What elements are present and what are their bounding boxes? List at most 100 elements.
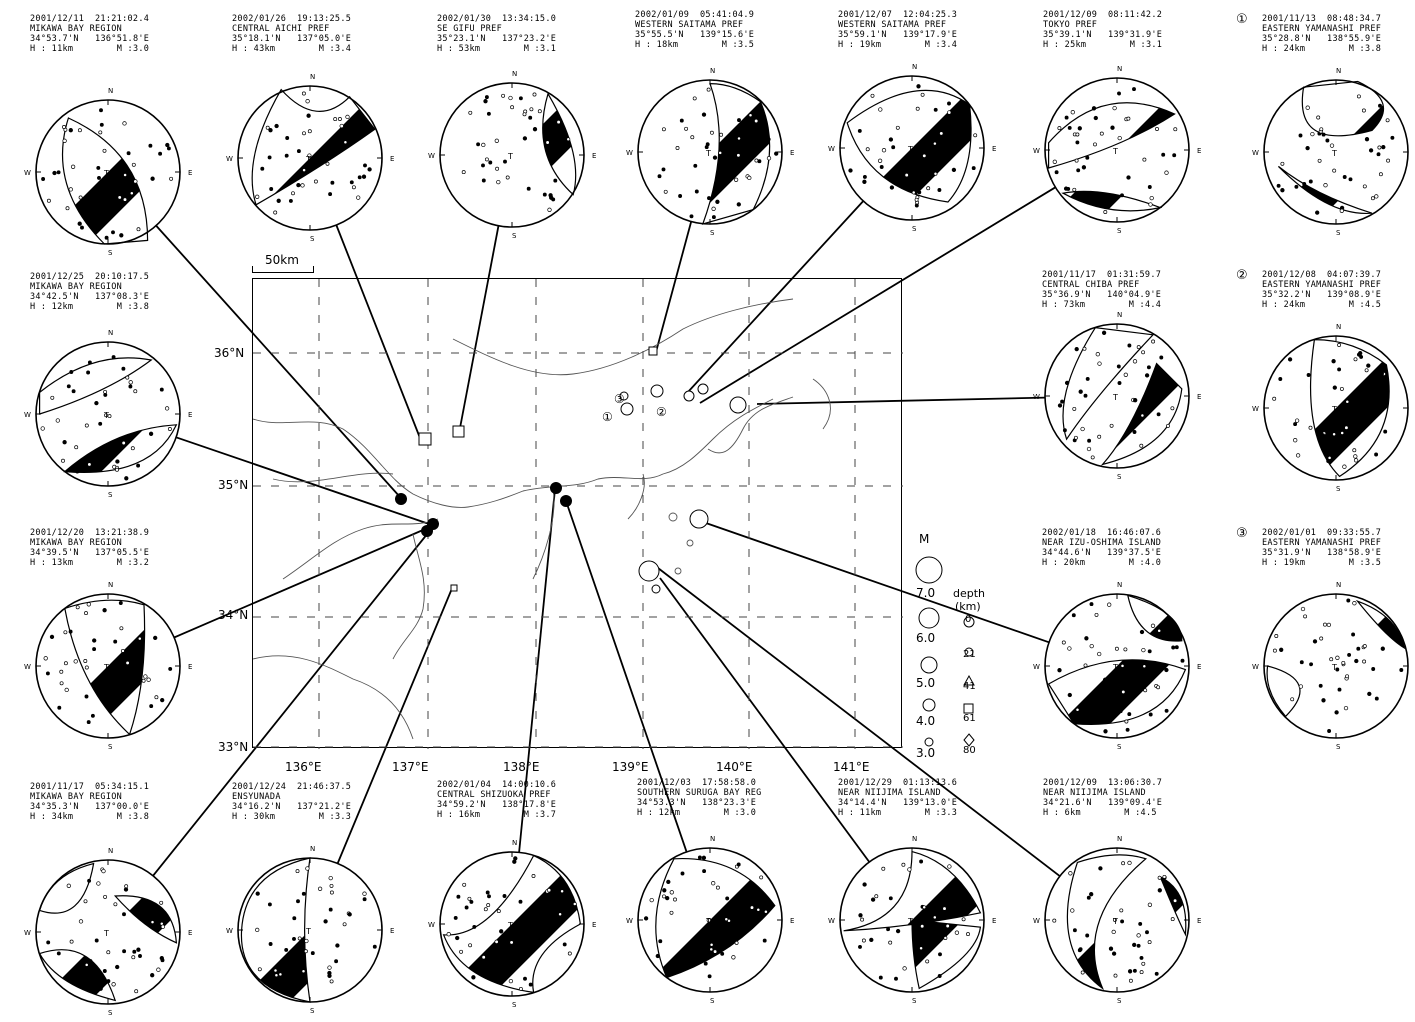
station-polarity-dot bbox=[122, 197, 128, 202]
station-polarity-dot bbox=[925, 959, 930, 964]
station-polarity-dot bbox=[1385, 118, 1390, 123]
station-polarity-dot bbox=[933, 171, 938, 176]
event-depth-mag: H : 25km M :3.1 bbox=[1043, 40, 1243, 50]
cardinal-label-e: E bbox=[1197, 393, 1201, 401]
station-polarity-dot bbox=[45, 671, 50, 676]
station-polarity-dot bbox=[552, 120, 557, 125]
station-polarity-dot bbox=[136, 463, 141, 468]
station-polarity-dot bbox=[461, 170, 466, 175]
cardinal-label-e: E bbox=[790, 149, 794, 157]
event-depth-mag: H : 30km M :3.3 bbox=[232, 812, 432, 822]
station-polarity-dot bbox=[1139, 443, 1144, 448]
legend-depth-0: 0 bbox=[965, 614, 972, 625]
cardinal-label-s: S bbox=[912, 225, 917, 233]
station-polarity-dot bbox=[522, 112, 527, 117]
station-polarity-dot bbox=[553, 178, 558, 183]
coastline-map bbox=[253, 279, 903, 749]
station-polarity-dot bbox=[134, 989, 139, 994]
event-depth-mag: H : 24km M :4.5 bbox=[1262, 300, 1415, 310]
station-polarity-dot bbox=[96, 165, 101, 170]
station-polarity-dot bbox=[306, 113, 311, 118]
event-magnitude: M :3.5 bbox=[721, 40, 755, 50]
beachball: T N S E W bbox=[224, 72, 396, 248]
station-polarity-dot bbox=[160, 924, 166, 929]
event-magnitude: M :4.5 bbox=[1348, 300, 1382, 310]
station-polarity-dot bbox=[62, 138, 67, 143]
lon-label: 136°E bbox=[285, 760, 322, 774]
station-polarity-dot bbox=[518, 899, 523, 904]
station-polarity-dot bbox=[101, 455, 106, 461]
station-polarity-dot bbox=[71, 389, 76, 394]
station-polarity-dot bbox=[1089, 892, 1094, 897]
cardinal-label-n: N bbox=[710, 67, 715, 75]
cardinal-label-w: W bbox=[626, 917, 633, 925]
station-polarity-dot bbox=[947, 101, 951, 106]
station-polarity-dot bbox=[1132, 968, 1137, 973]
event-datetime: 2002/01/04 14:00:10.6 bbox=[437, 780, 557, 790]
map-marker-3: ③ bbox=[614, 392, 625, 406]
station-polarity-dot bbox=[655, 953, 660, 959]
station-polarity-dot bbox=[706, 87, 711, 92]
station-polarity-dot bbox=[339, 123, 344, 129]
epicenter-circle bbox=[683, 390, 695, 402]
lon-label: 140°E bbox=[716, 760, 753, 774]
station-polarity-dot bbox=[547, 207, 552, 212]
cardinal-label-e: E bbox=[1197, 147, 1201, 155]
station-polarity-dot bbox=[1121, 861, 1126, 866]
event-lon: 139°37.5'E bbox=[1107, 548, 1162, 558]
station-polarity-dot bbox=[1111, 929, 1116, 935]
station-polarity-dot bbox=[372, 944, 377, 949]
station-polarity-dot bbox=[1087, 438, 1092, 443]
event-datetime: 2002/01/09 05:41:04.9 bbox=[635, 10, 755, 20]
station-polarity-dot bbox=[1127, 969, 1133, 974]
station-polarity-dot bbox=[296, 899, 300, 904]
station-polarity-dot bbox=[166, 146, 171, 151]
event-datetime: 2001/11/17 01:31:59.7 bbox=[1042, 270, 1162, 280]
station-polarity-dot bbox=[301, 91, 306, 96]
station-polarity-dot bbox=[1374, 452, 1379, 457]
cardinal-label-n: N bbox=[108, 581, 113, 589]
station-polarity-dot bbox=[80, 225, 84, 230]
station-polarity-dot bbox=[87, 462, 92, 467]
station-polarity-dot bbox=[122, 121, 127, 126]
station-polarity-dot bbox=[131, 955, 136, 960]
event-coords: 35°32.2'N 139°08.9'E bbox=[1262, 290, 1415, 300]
event-depth-mag: H : 18km M :3.5 bbox=[635, 40, 835, 50]
station-polarity-dot bbox=[560, 889, 565, 894]
epicenter-symbols bbox=[418, 346, 747, 594]
station-polarity-dot bbox=[1123, 372, 1128, 377]
station-polarity-dot bbox=[1329, 657, 1334, 662]
station-polarity-dot bbox=[123, 887, 129, 892]
station-polarity-dot bbox=[367, 167, 372, 172]
station-polarity-dot bbox=[649, 897, 654, 903]
cardinal-label-n: N bbox=[912, 835, 917, 843]
station-polarity-dot bbox=[895, 125, 900, 130]
station-polarity-dot bbox=[1127, 343, 1132, 348]
station-polarity-dot bbox=[485, 890, 490, 895]
station-polarity-dot bbox=[150, 176, 155, 181]
event-depth: H : 11km bbox=[30, 44, 74, 54]
station-polarity-dot bbox=[749, 905, 755, 910]
station-polarity-dot bbox=[1074, 346, 1079, 352]
t-axis-label: T bbox=[103, 169, 109, 178]
station-polarity-dot bbox=[522, 136, 528, 141]
station-polarity-dot bbox=[919, 859, 924, 864]
station-polarity-dot bbox=[703, 961, 708, 966]
legend-depth-80: 80 bbox=[963, 745, 976, 756]
event-depth: H : 53km bbox=[437, 44, 481, 54]
station-polarity-dot bbox=[1074, 158, 1079, 163]
station-polarity-dot bbox=[737, 118, 741, 123]
lon-label: 139°E bbox=[612, 760, 649, 774]
station-polarity-dot bbox=[1321, 132, 1326, 137]
station-polarity-dot bbox=[301, 891, 306, 896]
event-depth-mag: H : 12km M :3.0 bbox=[637, 808, 837, 818]
station-polarity-dot bbox=[1070, 908, 1075, 913]
station-polarity-dot bbox=[942, 906, 947, 911]
station-polarity-dot bbox=[1345, 403, 1350, 408]
station-polarity-dot bbox=[1127, 860, 1132, 866]
station-polarity-dot bbox=[1339, 208, 1344, 213]
station-polarity-dot bbox=[83, 659, 88, 663]
station-polarity-dot bbox=[914, 197, 919, 202]
station-polarity-dot bbox=[715, 199, 720, 204]
